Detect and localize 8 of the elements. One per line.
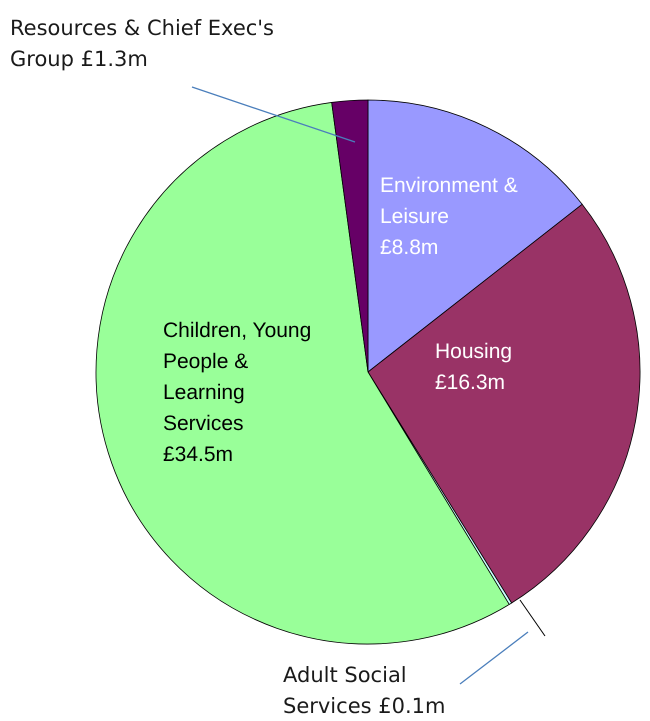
- slice-label: Environment & Leisure: [380, 174, 518, 228]
- slice-label: Adult Social Services £0.1m: [283, 663, 446, 718]
- slice-label: Housing: [435, 340, 512, 363]
- slice-label: Resources & Chief Exec's Group £1.3m: [10, 16, 274, 71]
- slice-label: Children, Young People & Learning Services: [163, 319, 312, 435]
- data-label: £16.3m: [435, 371, 506, 394]
- data-label: £8.8m: [380, 236, 438, 259]
- data-label: £34.5m: [163, 443, 234, 466]
